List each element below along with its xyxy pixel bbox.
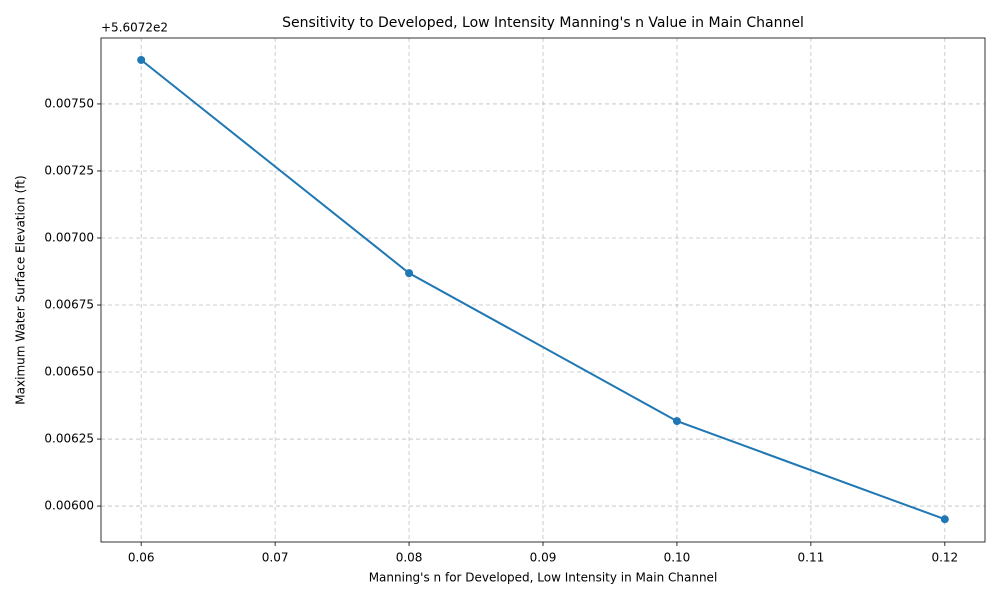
data-line [140, 59, 946, 521]
x-tick-label: 0.08 [396, 551, 423, 565]
x-tick-label: 0.09 [530, 551, 557, 565]
y-tick-label: 0.00650 [44, 365, 94, 379]
x-axis-label: Manning's n for Developed, Low Intensity… [369, 571, 718, 585]
data-point [940, 515, 949, 524]
x-tick-label: 0.12 [931, 551, 958, 565]
y-tick-label: 0.00625 [44, 432, 94, 446]
y-tick-label: 0.00675 [44, 298, 94, 312]
x-tick-label: 0.10 [664, 551, 691, 565]
x-tick-label: 0.11 [798, 551, 825, 565]
plot-frame [100, 37, 986, 543]
x-tick-label: 0.06 [128, 551, 155, 565]
data-point [137, 55, 146, 64]
y-tick-label: 0.00600 [44, 499, 94, 513]
y-tick-label: 0.00725 [44, 163, 94, 177]
y-offset-label: +5.6072e2 [101, 21, 168, 35]
data-point [405, 269, 414, 278]
y-tick-label: 0.00700 [44, 230, 94, 244]
y-tick-label: 0.00750 [44, 96, 94, 110]
data-point [672, 417, 681, 426]
chart-title: Sensitivity to Developed, Low Intensity … [282, 15, 804, 31]
x-tick-label: 0.07 [262, 551, 289, 565]
y-axis-label: Maximum Water Surface Elevation (ft) [14, 175, 28, 404]
